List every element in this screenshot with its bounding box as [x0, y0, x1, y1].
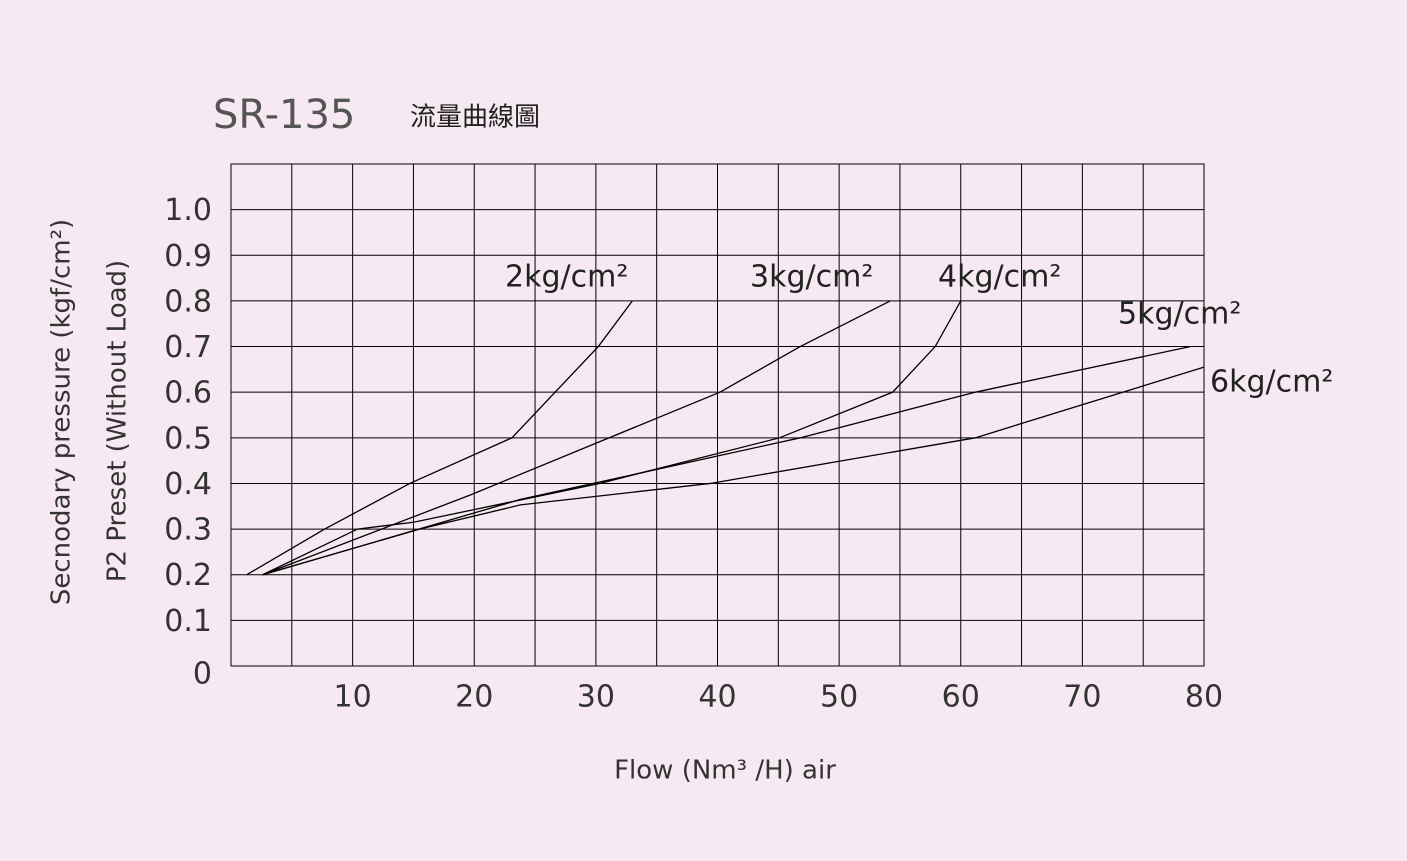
y-tick-label: 0 [193, 657, 212, 692]
series-label: 4kg/cm² [938, 260, 1061, 295]
series-line [262, 345, 1191, 576]
y-tick-label: 0.1 [164, 604, 212, 639]
x-tick-label: 50 [820, 680, 858, 715]
chart-subtitle: 流量曲線圖 [410, 103, 540, 133]
x-tick-label: 20 [455, 680, 493, 715]
y-tick-label: 0.6 [164, 376, 212, 411]
x-tick-label: 60 [942, 680, 980, 715]
x-axis-title: Flow (Nm³ /H) air [614, 756, 836, 786]
y-tick-label: 1.0 [164, 193, 212, 228]
series-label: 5kg/cm² [1118, 297, 1241, 332]
series-label: 6kg/cm² [1210, 365, 1333, 400]
series-line [262, 300, 962, 576]
x-tick-label: 30 [577, 680, 615, 715]
x-tick-label: 80 [1185, 680, 1223, 715]
y-axis-title: Secnodary pressure (kgf/cm²) [47, 219, 77, 605]
y-tick-label: 0.3 [164, 513, 212, 548]
y-tick-label: 0.5 [164, 421, 212, 456]
chart-title: SR-135 [213, 92, 355, 138]
y-tick-label: 0.9 [164, 239, 212, 274]
series-line [262, 366, 1205, 576]
series-line [246, 300, 633, 576]
x-tick-label: 70 [1063, 680, 1101, 715]
y-tick-label: 0.4 [164, 467, 212, 502]
series-line [262, 300, 891, 576]
x-tick-label: 10 [334, 680, 372, 715]
x-tick-label: 40 [698, 680, 736, 715]
y-axis-subtitle: P2 Preset (Without Load) [103, 260, 133, 582]
y-tick-label: 0.7 [164, 330, 212, 365]
series-label: 2kg/cm² [505, 260, 628, 295]
y-tick-label: 0.8 [164, 284, 212, 319]
series-label: 3kg/cm² [750, 260, 873, 295]
y-tick-label: 0.2 [164, 558, 212, 593]
